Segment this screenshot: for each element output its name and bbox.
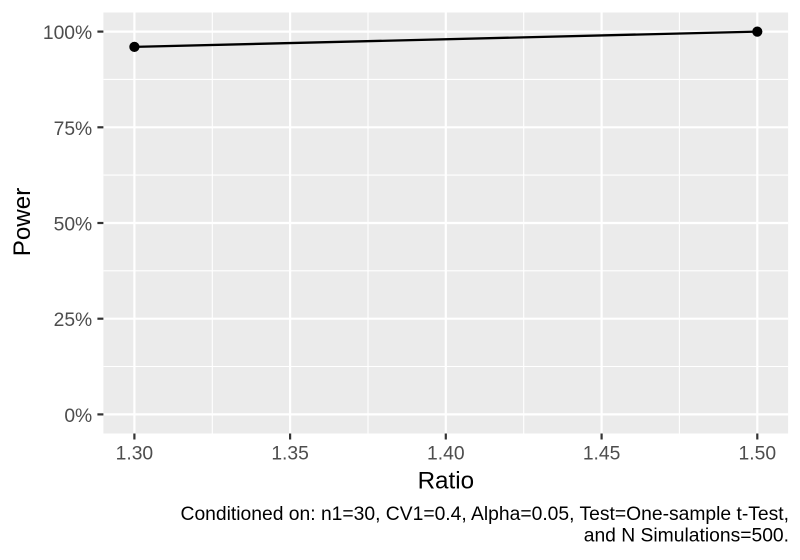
svg-text:and N Simulations=500.: and N Simulations=500. [584, 526, 789, 547]
svg-text:1.30: 1.30 [116, 444, 154, 465]
svg-text:1.40: 1.40 [427, 444, 465, 465]
svg-text:100%: 100% [43, 23, 92, 44]
svg-text:1.45: 1.45 [583, 444, 621, 465]
svg-text:0%: 0% [64, 406, 92, 427]
svg-text:Power: Power [9, 188, 36, 257]
svg-text:Conditioned on: n1=30, CV1=0.4: Conditioned on: n1=30, CV1=0.4, Alpha=0.… [181, 504, 789, 525]
svg-text:50%: 50% [54, 215, 93, 236]
svg-text:75%: 75% [54, 119, 93, 140]
svg-text:25%: 25% [54, 310, 93, 331]
svg-text:1.35: 1.35 [271, 444, 309, 465]
svg-text:Ratio: Ratio [418, 468, 474, 495]
svg-text:1.50: 1.50 [739, 444, 777, 465]
